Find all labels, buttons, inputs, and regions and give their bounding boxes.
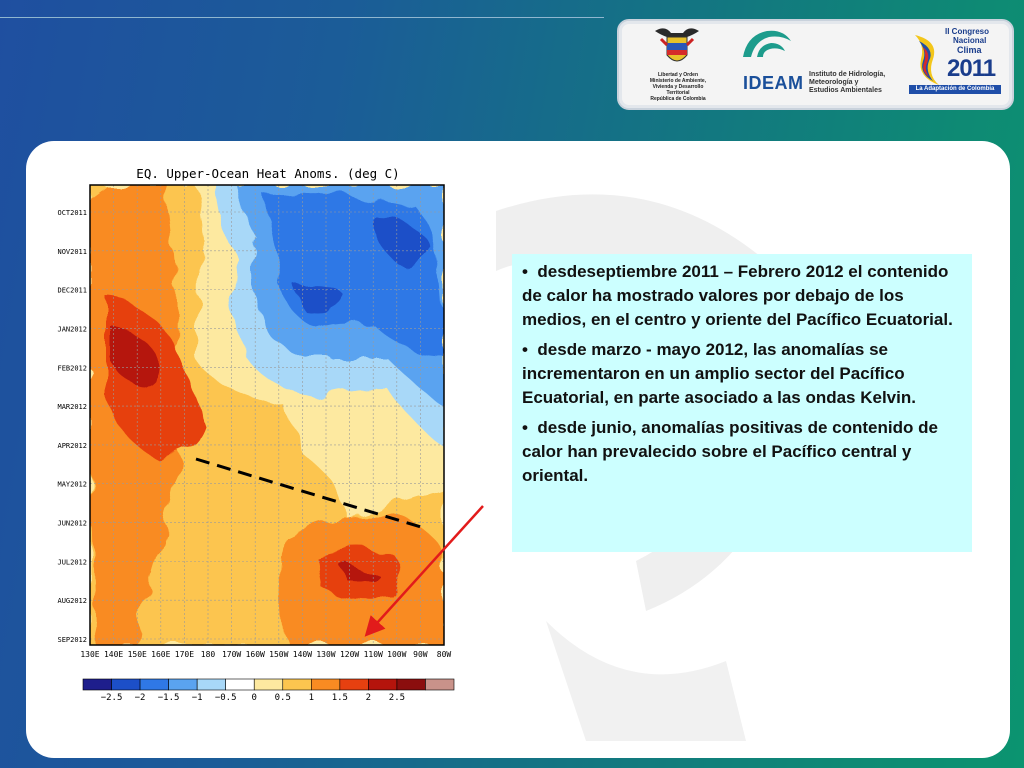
x-tick-label: 140W [293, 650, 312, 659]
chart-svg: EQ. Upper-Ocean Heat Anoms. (deg C) [57, 166, 455, 703]
colorbar-swatch [311, 678, 341, 691]
x-tick-label: 170W [222, 650, 241, 659]
y-tick-label: JUL2012 [57, 558, 87, 566]
y-tick-label: JUN2012 [57, 520, 87, 528]
colombia-flag-swoosh-icon [915, 35, 939, 85]
colorbar-label: −2.5 [101, 693, 123, 703]
colorbar-label: 0 [252, 693, 257, 703]
colorbar-label: 1.5 [332, 693, 348, 703]
congreso-line1: II Congreso [945, 27, 990, 36]
colorbar-label: −0.5 [215, 693, 237, 703]
plot-frame [89, 184, 445, 646]
ideam-name: IDEAM [743, 73, 804, 93]
y-tick-label: AUG2012 [57, 597, 87, 605]
x-tick-label: 150E [128, 650, 147, 659]
y-tick-label: SEP2012 [57, 636, 87, 644]
y-tick-label: FEB2012 [57, 364, 87, 372]
colorbar-swatch [425, 678, 455, 691]
colorbar-label: −1 [192, 693, 203, 703]
colorbar-swatch [111, 678, 141, 691]
colorbar-swatch [168, 678, 198, 691]
colorbar-label: 0.5 [275, 693, 291, 703]
colorbar-swatch [253, 678, 284, 691]
x-tick-label: 110W [364, 650, 383, 659]
text-panel: • desdeseptiembre 2011 – Febrero 2012 el… [512, 254, 972, 552]
x-tick-label: 140E [104, 650, 123, 659]
chart-title: EQ. Upper-Ocean Heat Anoms. (deg C) [136, 166, 399, 181]
x-tick-label: 90W [413, 650, 428, 659]
x-tick-label: 150W [269, 650, 288, 659]
colorbar-swatch [339, 678, 369, 691]
congreso-logo: II Congreso Nacional Clima 2011 La Adapt… [909, 27, 1001, 99]
x-tick-label: 170E [175, 650, 194, 659]
colorbar-swatch [139, 678, 169, 691]
coat-of-arms-icon [655, 28, 699, 62]
colorbar: −2.5 −2 −1.5 −1 −0.5 0 0.5 1 1.5 2 2.5 [82, 678, 455, 703]
y-tick-label: MAY2012 [57, 481, 87, 489]
colorbar-swatch [225, 678, 255, 691]
bullet-3: • desde junio, anomalías positivas de co… [522, 418, 938, 485]
x-tick-label: 160W [246, 650, 265, 659]
y-tick-label: NOV2011 [57, 248, 87, 256]
chart-grid [89, 185, 445, 645]
y-tick-label: DEC2011 [57, 287, 87, 295]
congreso-line2: Nacional [953, 36, 987, 45]
colorbar-label: 1 [309, 693, 314, 703]
bullet-2-text: desde marzo - mayo 2012, las anomalías s… [522, 340, 916, 407]
x-tick-label: 130E [80, 650, 99, 659]
y-tick-label: JAN2012 [57, 325, 87, 333]
bullet-1-text: desdeseptiembre 2011 – Febrero 2012 el c… [522, 262, 953, 329]
coat-of-arms-logo: Libertad y Orden Ministerio de Ambiente,… [647, 25, 707, 102]
colorbar-swatch [82, 678, 112, 691]
ideam-subtitle: Instituto de Hidrología, Meteorología y … [809, 71, 886, 94]
congreso-tag: La Adaptación de Colombia [909, 85, 1001, 94]
x-tick-label: 130W [316, 650, 335, 659]
x-tick-label: 160E [151, 650, 170, 659]
x-tick-label: 120W [340, 650, 359, 659]
x-tick-label: 80W [437, 650, 452, 659]
y-tick-label: OCT2011 [57, 209, 87, 217]
ideam-logo: IDEAM Instituto de Hidrología, Meteorolo… [737, 27, 892, 97]
congreso-line3: Clima [957, 45, 982, 55]
x-tick-label: 100W [387, 650, 406, 659]
top-rule [0, 17, 604, 18]
colorbar-swatch [196, 678, 226, 691]
kelvin-wave-dashed-line [195, 457, 422, 529]
colorbar-label: 2 [366, 693, 371, 703]
bullet-1: • desdeseptiembre 2011 – Febrero 2012 el… [522, 262, 953, 329]
ministerio-text: Libertad y Orden Ministerio de Ambiente,… [649, 72, 707, 102]
ideam-wave-icon [743, 30, 791, 57]
heat-anomaly-chart: EQ. Upper-Ocean Heat Anoms. (deg C) [46, 157, 480, 717]
logo-bar: Libertad y Orden Ministerio de Ambiente,… [617, 19, 1014, 110]
congreso-year: 2011 [947, 55, 996, 82]
colorbar-label: −1.5 [158, 693, 180, 703]
x-tick-label: 180 [201, 650, 216, 659]
colorbar-swatch [368, 678, 398, 691]
colorbar-label: 2.5 [389, 693, 405, 703]
heatmap-field [90, 185, 444, 645]
y-tick-label: APR2012 [57, 442, 87, 450]
bullet-3-text: desde junio, anomalías positivas de cont… [522, 418, 938, 485]
bullet-2: • desde marzo - mayo 2012, las anomalías… [522, 340, 916, 407]
colorbar-swatch [282, 678, 312, 691]
colorbar-label: −2 [135, 693, 146, 703]
y-tick-label: MAR2012 [57, 403, 87, 411]
colorbar-swatch [396, 678, 426, 691]
